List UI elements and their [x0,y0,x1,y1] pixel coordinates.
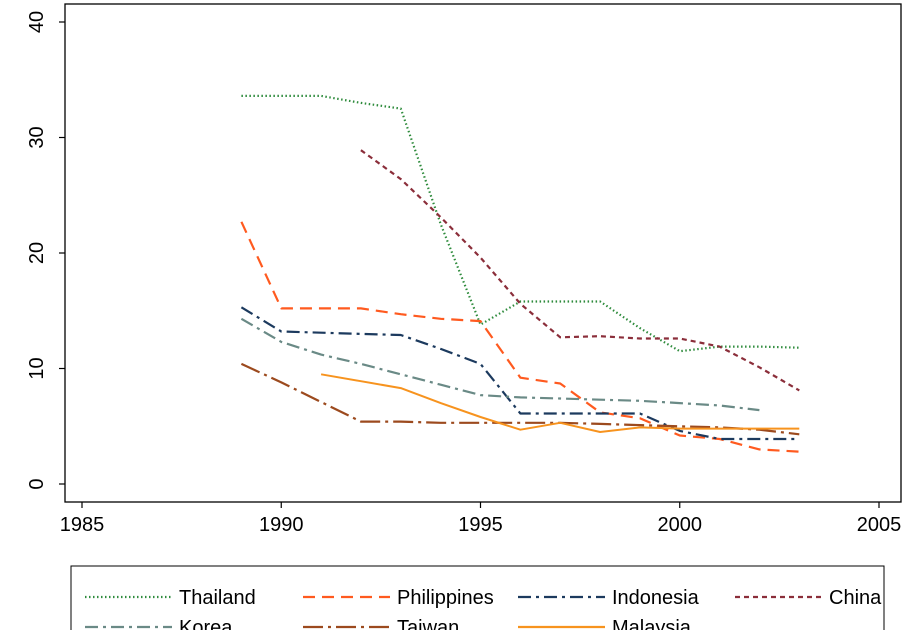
legend-item-indonesia: Indonesia [518,587,700,609]
legend: Thailand Philippines Indonesia China Korea Ta… [85,587,882,630]
legend-item-malaysia: Malaysia [518,617,692,630]
legend-label: Philippines [397,587,494,609]
series-line-philippines [240,221,800,453]
y-tick-label: 40 [26,11,48,33]
legend-item-thailand: Thailand [85,587,256,609]
x-axis: 1985 1990 1995 2000 2005 [60,502,902,536]
legend-item-korea: Korea [85,617,233,630]
legend-label: Taiwan [397,617,459,630]
x-tick-label: 2000 [658,514,703,536]
y-tick-label: 10 [26,357,48,379]
y-axis: 0 10 20 30 40 [26,11,65,490]
x-tick-label: 1995 [458,514,503,536]
legend-item-philippines: Philippines [303,587,494,609]
series-layer [240,94,800,453]
series-line-thailand [241,94,800,353]
y-tick-label: 0 [26,478,48,489]
plot-area-frame [64,3,902,503]
x-tick-label: 1985 [60,514,105,536]
series-line-china [360,149,800,392]
legend-label: Korea [179,617,233,630]
legend-label: Malaysia [612,617,692,630]
legend-item-taiwan: Taiwan [303,617,459,630]
series-line-taiwan [240,362,800,436]
x-tick-label: 1990 [259,514,304,536]
series-line-malaysia [320,373,800,433]
legend-label: Indonesia [612,587,700,609]
x-tick-label: 2005 [857,514,902,536]
legend-label: China [829,587,882,609]
y-tick-label: 20 [26,242,48,264]
y-tick-label: 30 [26,126,48,148]
series-line-korea [240,317,760,412]
legend-item-china: China [735,587,882,609]
legend-label: Thailand [179,587,256,609]
series-line-indonesia [240,306,800,441]
